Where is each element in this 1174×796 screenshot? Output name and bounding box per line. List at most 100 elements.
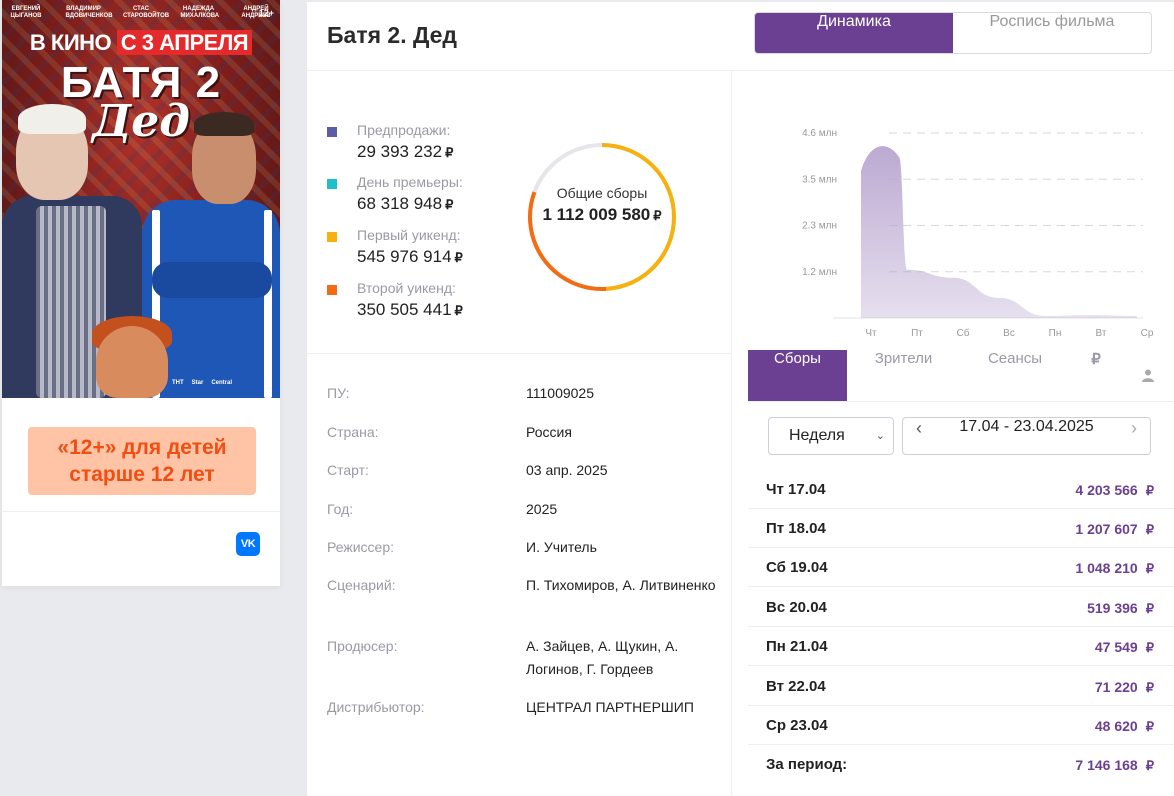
total-gross-value: 1 112 009 580 ₽ — [526, 205, 678, 225]
period-select[interactable]: Неделя ⌄ — [768, 417, 894, 455]
day-gross: 1 207 607 ₽ — [1075, 521, 1154, 538]
chart-y-tick-label: 1.2 млн — [802, 267, 837, 278]
poster-cast-name: Евгений Цыганов — [10, 6, 42, 19]
chart-y-tick-label: 2.3 млн — [802, 221, 837, 232]
day-label: Ср 23.04 — [766, 717, 828, 734]
legend-amount: 68 318 948 — [357, 194, 443, 213]
day-label: Пт 18.04 — [766, 520, 826, 537]
table-row: Чт 17.04 4 203 566 ₽ — [748, 470, 1174, 509]
poster-subtitle: Дед — [92, 96, 190, 147]
tab-sessions[interactable]: Сеансы — [987, 350, 1043, 367]
day-gross: 47 549 ₽ — [1095, 639, 1154, 656]
movie-poster[interactable]: Евгений Цыганов Владимир Вдовиченков Ста… — [2, 0, 280, 398]
info-value: 111009025 — [526, 385, 594, 401]
view-tabs: Динамика Роспись фильма — [754, 12, 1152, 54]
total-gross-amount: 1 112 009 580 — [542, 205, 651, 224]
info-key: Сценарий: — [327, 577, 396, 593]
legend-amount: 350 505 441 — [357, 300, 452, 319]
chevron-down-icon: ⌄ — [875, 430, 885, 442]
day-label: Сб 19.04 — [766, 559, 828, 576]
info-value: 2025 — [526, 501, 558, 517]
info-key: ПУ: — [327, 385, 350, 401]
poster-logo: Central — [211, 380, 233, 386]
tab-viewers[interactable]: Зрители — [874, 350, 933, 367]
movie-title: Батя 2. Дед — [327, 22, 458, 48]
metric-tabs: Сборы Зрители Сеансы ₽ — [748, 350, 1174, 402]
tab-film-schedule[interactable]: Роспись фильма — [953, 13, 1151, 53]
poster-figure — [18, 104, 86, 134]
chart-x-tick-label: Ср — [1141, 328, 1154, 339]
day-gross: 519 396 ₽ — [1087, 600, 1154, 617]
tab-gross[interactable]: Сборы — [748, 350, 847, 401]
day-gross: 4 203 566 ₽ — [1075, 482, 1154, 499]
chart-x-tick-label: Пт — [911, 328, 923, 339]
vk-share-icon[interactable]: VK — [236, 532, 260, 556]
poster-cast-name: Андрей Андреев — [241, 6, 271, 19]
day-label: Пн 21.04 — [766, 638, 828, 655]
movie-panel: Батя 2. Дед Динамика Роспись фильма Пред… — [307, 0, 1174, 796]
ruble-icon[interactable]: ₽ — [1091, 351, 1101, 368]
ruble-icon: ₽ — [1145, 522, 1154, 537]
table-row: Ср 23.04 48 620 ₽ — [748, 706, 1174, 745]
poster-figure — [194, 112, 254, 136]
age-restriction-notice: «12+» для детей старше 12 лет — [28, 427, 256, 495]
poster-cast-name: Стас Старовойтов — [123, 6, 170, 19]
poster-logo: ТНТ — [172, 380, 184, 386]
legend-value: 29 393 232 ₽ — [357, 142, 453, 162]
poster-figure — [36, 206, 106, 398]
ruble-icon: ₽ — [454, 303, 463, 318]
day-gross: 48 620 ₽ — [1095, 718, 1154, 735]
legend-label: Первый уикенд: — [357, 227, 461, 243]
info-value: П. Тихомиров, А. Литвиненко — [526, 577, 716, 593]
table-row: Пн 21.04 47 549 ₽ — [748, 627, 1174, 666]
date-range-picker: ‹ 17.04 - 23.04.2025 › — [902, 417, 1151, 455]
poster-figure — [152, 262, 272, 298]
legend-value: 350 505 441 ₽ — [357, 300, 463, 320]
day-label: Вс 20.04 — [766, 599, 827, 616]
chart-x-tick-label: Вт — [1096, 328, 1107, 339]
total-gross-label: Общие сборы — [556, 185, 648, 201]
legend-value: 545 976 914 ₽ — [357, 247, 463, 267]
period-total-amount: 7 146 168 — [1075, 757, 1138, 773]
info-key: Старт: — [327, 462, 369, 478]
day-amount: 519 396 — [1087, 600, 1138, 616]
poster-logos: ТНТ Star Central — [172, 380, 232, 386]
ruble-icon: ₽ — [1145, 561, 1154, 576]
person-icon-shape — [1142, 369, 1154, 382]
tab-dynamics[interactable]: Динамика — [755, 13, 953, 53]
donut-arc-first-weekend — [528, 143, 676, 291]
ruble-icon: ₽ — [1145, 758, 1154, 773]
ruble-icon: ₽ — [445, 197, 454, 212]
divider — [307, 70, 1174, 71]
legend-swatch — [327, 127, 337, 137]
poster-figure — [152, 210, 160, 398]
info-value: Россия — [526, 424, 572, 440]
chart-x-tick-label: Вс — [1003, 328, 1015, 339]
day-amount: 1 207 607 — [1075, 521, 1138, 537]
divider — [2, 511, 280, 512]
divider — [731, 71, 732, 796]
person-icon[interactable] — [1122, 350, 1174, 401]
chevron-right-icon[interactable]: › — [1131, 418, 1137, 438]
ruble-icon: ₽ — [454, 250, 463, 265]
poster-figure — [264, 210, 272, 398]
total-gross-donut — [528, 143, 676, 291]
ruble-icon: ₽ — [1145, 719, 1154, 734]
info-key: Режиссер: — [327, 539, 394, 555]
table-row: Сб 19.04 1 048 210 ₽ — [748, 548, 1174, 587]
table-row: Вс 20.04 519 396 ₽ — [748, 588, 1174, 627]
poster-title: БАТЯ 2 — [60, 58, 222, 107]
info-value: 03 апр. 2025 — [526, 462, 608, 478]
info-value: А. Зайцев, А. Щукин, А. Логинов, Г. Горд… — [526, 638, 679, 677]
date-range-text[interactable]: 17.04 - 23.04.2025 — [959, 418, 1094, 435]
info-value: И. Учитель — [526, 539, 597, 555]
period-select-value: Неделя — [789, 427, 845, 444]
poster-release-date: В КИНО С 3 АПРЕЛЯ — [2, 30, 280, 56]
day-label: Вт 22.04 — [766, 678, 826, 695]
chevron-left-icon[interactable]: ‹ — [916, 418, 922, 438]
ruble-icon: ₽ — [1145, 640, 1154, 655]
ruble-icon: ₽ — [445, 145, 454, 160]
day-gross: 71 220 ₽ — [1095, 679, 1154, 696]
chart-x-tick-label: Пн — [1049, 328, 1062, 339]
poster-figure — [96, 326, 168, 398]
